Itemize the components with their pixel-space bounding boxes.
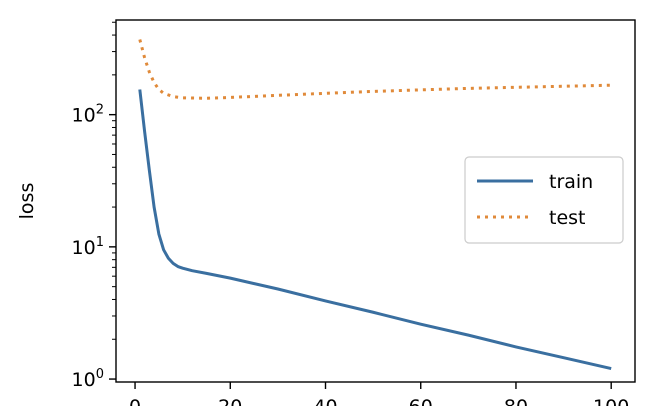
y-axis-label: loss [16,183,38,220]
y-tick-label: 101 [72,235,104,259]
plot-frame [115,19,636,383]
legend-label-train: train [549,171,593,193]
series-line-train [138,89,612,371]
x-tick-label: 20 [218,396,242,406]
x-tick-label: 60 [409,396,433,406]
x-tick-label: 100 [593,396,629,406]
plot-lines [138,39,612,371]
y-tick-label: 102 [72,103,104,127]
x-tick-label: 80 [504,396,528,406]
x-tick-label: 40 [313,396,337,406]
series-line-test [138,39,612,100]
y-axis-ticks: 100 101 102 [72,21,116,391]
legend: train test [464,156,624,244]
x-axis-ticks: 0 20 40 60 80 100 [129,382,629,406]
y-tick-label: 100 [72,367,104,391]
legend-label-test: test [549,207,586,229]
legend-box [464,156,624,244]
x-tick-label: 0 [129,396,141,406]
